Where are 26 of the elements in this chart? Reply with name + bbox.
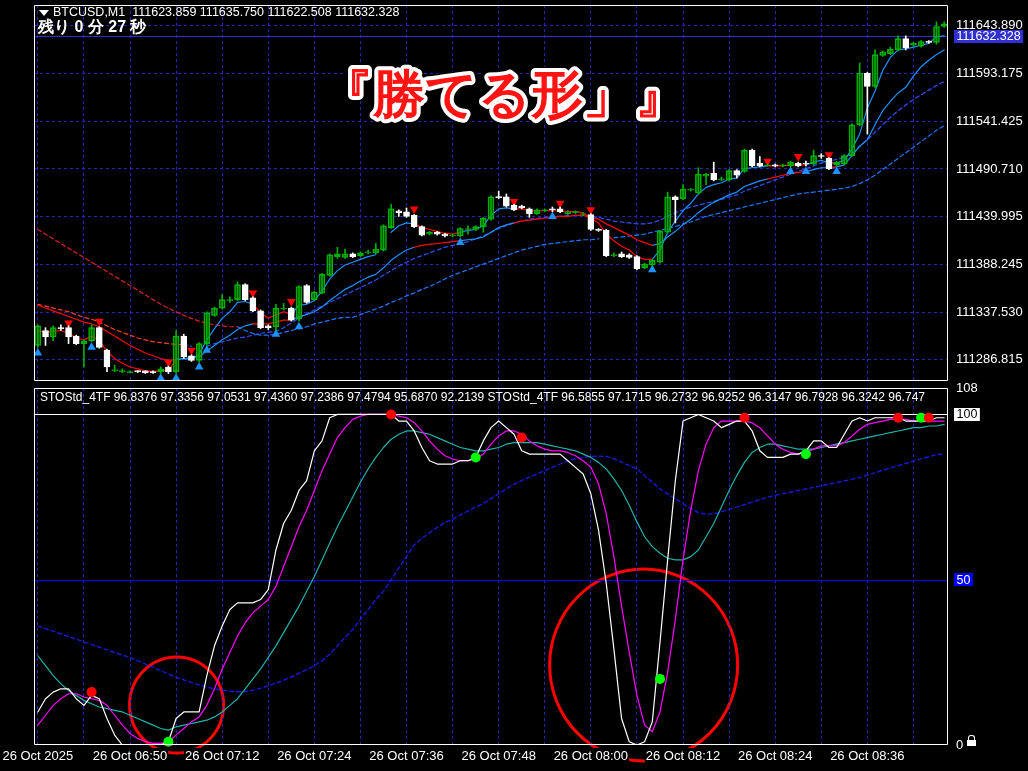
y-tick-label: 108 bbox=[956, 379, 978, 395]
x-tick-label: 26 Oct 08:36 bbox=[830, 748, 905, 764]
y-tick-label: 111337.530 bbox=[956, 303, 1023, 319]
y-tick-label: 111593.175 bbox=[956, 64, 1023, 80]
y-tick-label: 111490.710 bbox=[956, 160, 1023, 176]
x-tick-label: 26 Oct 07:24 bbox=[277, 748, 352, 764]
annotation: 残り 0 分 27 秒 bbox=[37, 18, 148, 36]
y-tick-label: 111439.995 bbox=[956, 207, 1023, 223]
chart-title: STOStd_4TF 96.8376 97.3356 97.0531 97.4360 97.2386 97.4794 95.6870 92.2139 STOStd_4TF 96.5855 97.1715 96.2732 96.9252 96.3147 96.7928 96.3242 96.747 bbox=[40, 390, 926, 405]
x-tick-label: 26 Oct 07:36 bbox=[369, 748, 444, 764]
ref-line-label: 111632.328 bbox=[956, 29, 1021, 44]
y-tick-label: 111286.815 bbox=[956, 351, 1023, 367]
y-tick-label: 111541.425 bbox=[956, 113, 1023, 129]
x-tick-label: 26 Oct 08:12 bbox=[645, 748, 721, 764]
x-tick-label: 26 Oct 08:00 bbox=[553, 748, 629, 764]
y-tick-label: 111388.245 bbox=[956, 256, 1023, 272]
y-tick-label: 0 bbox=[956, 736, 964, 752]
ref-line-label: 50 bbox=[956, 572, 971, 587]
x-tick-label: 26 Oct 06:50 bbox=[92, 748, 168, 764]
annotation: 『勝てる形」』 bbox=[320, 65, 687, 124]
x-tick-label: 26 Oct 07:48 bbox=[461, 748, 536, 764]
chart-title: BTCUSD,M1 111623.859 111635.750 111622.508 111632.328 bbox=[53, 4, 400, 19]
ref-line-label: 100 bbox=[956, 407, 978, 422]
x-tick-label: 26 Oct 07:12 bbox=[184, 748, 260, 764]
x-tick-label: 26 Oct 2025 bbox=[2, 748, 74, 764]
x-tick-label: 26 Oct 08:24 bbox=[737, 748, 813, 764]
